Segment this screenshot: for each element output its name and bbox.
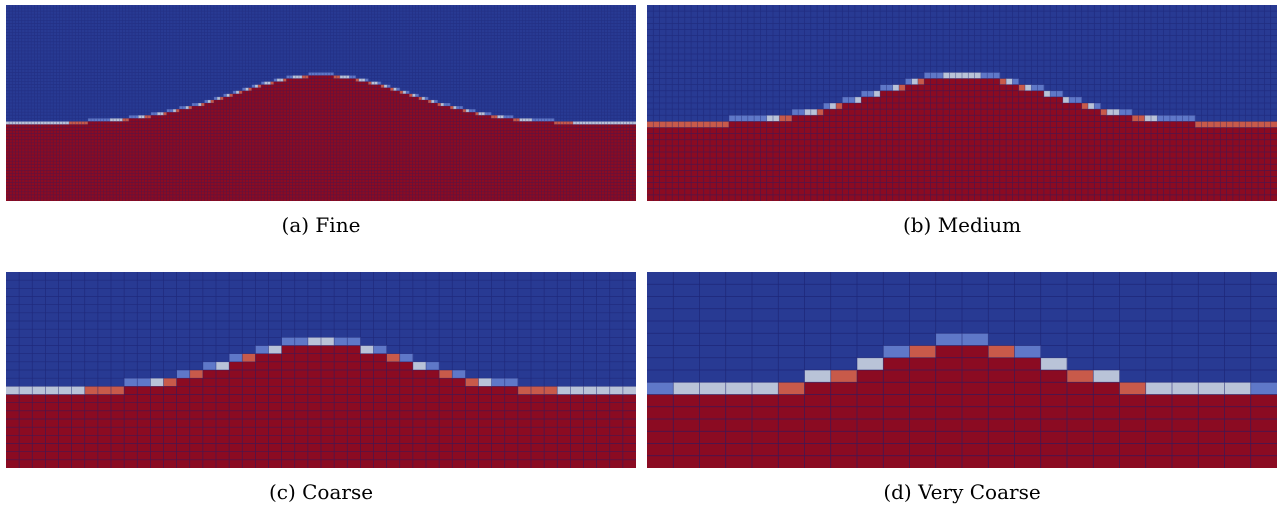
- very-coarse-mesh-render: [647, 272, 1277, 468]
- coarse-mesh-render: [6, 272, 636, 468]
- mesh-panel-medium: [647, 5, 1277, 201]
- mesh-panel-fine: [6, 5, 636, 201]
- caption-coarse: (c) Coarse: [268, 480, 374, 504]
- mesh-panel-coarse: [6, 272, 636, 468]
- caption-very-coarse: (d) Very Coarse: [883, 480, 1041, 504]
- medium-mesh-render: [647, 5, 1277, 201]
- mesh-panel-very-coarse: [647, 272, 1277, 468]
- caption-medium: (b) Medium: [902, 213, 1022, 237]
- caption-fine: (a) Fine: [281, 213, 361, 237]
- fine-mesh-render: [6, 5, 636, 201]
